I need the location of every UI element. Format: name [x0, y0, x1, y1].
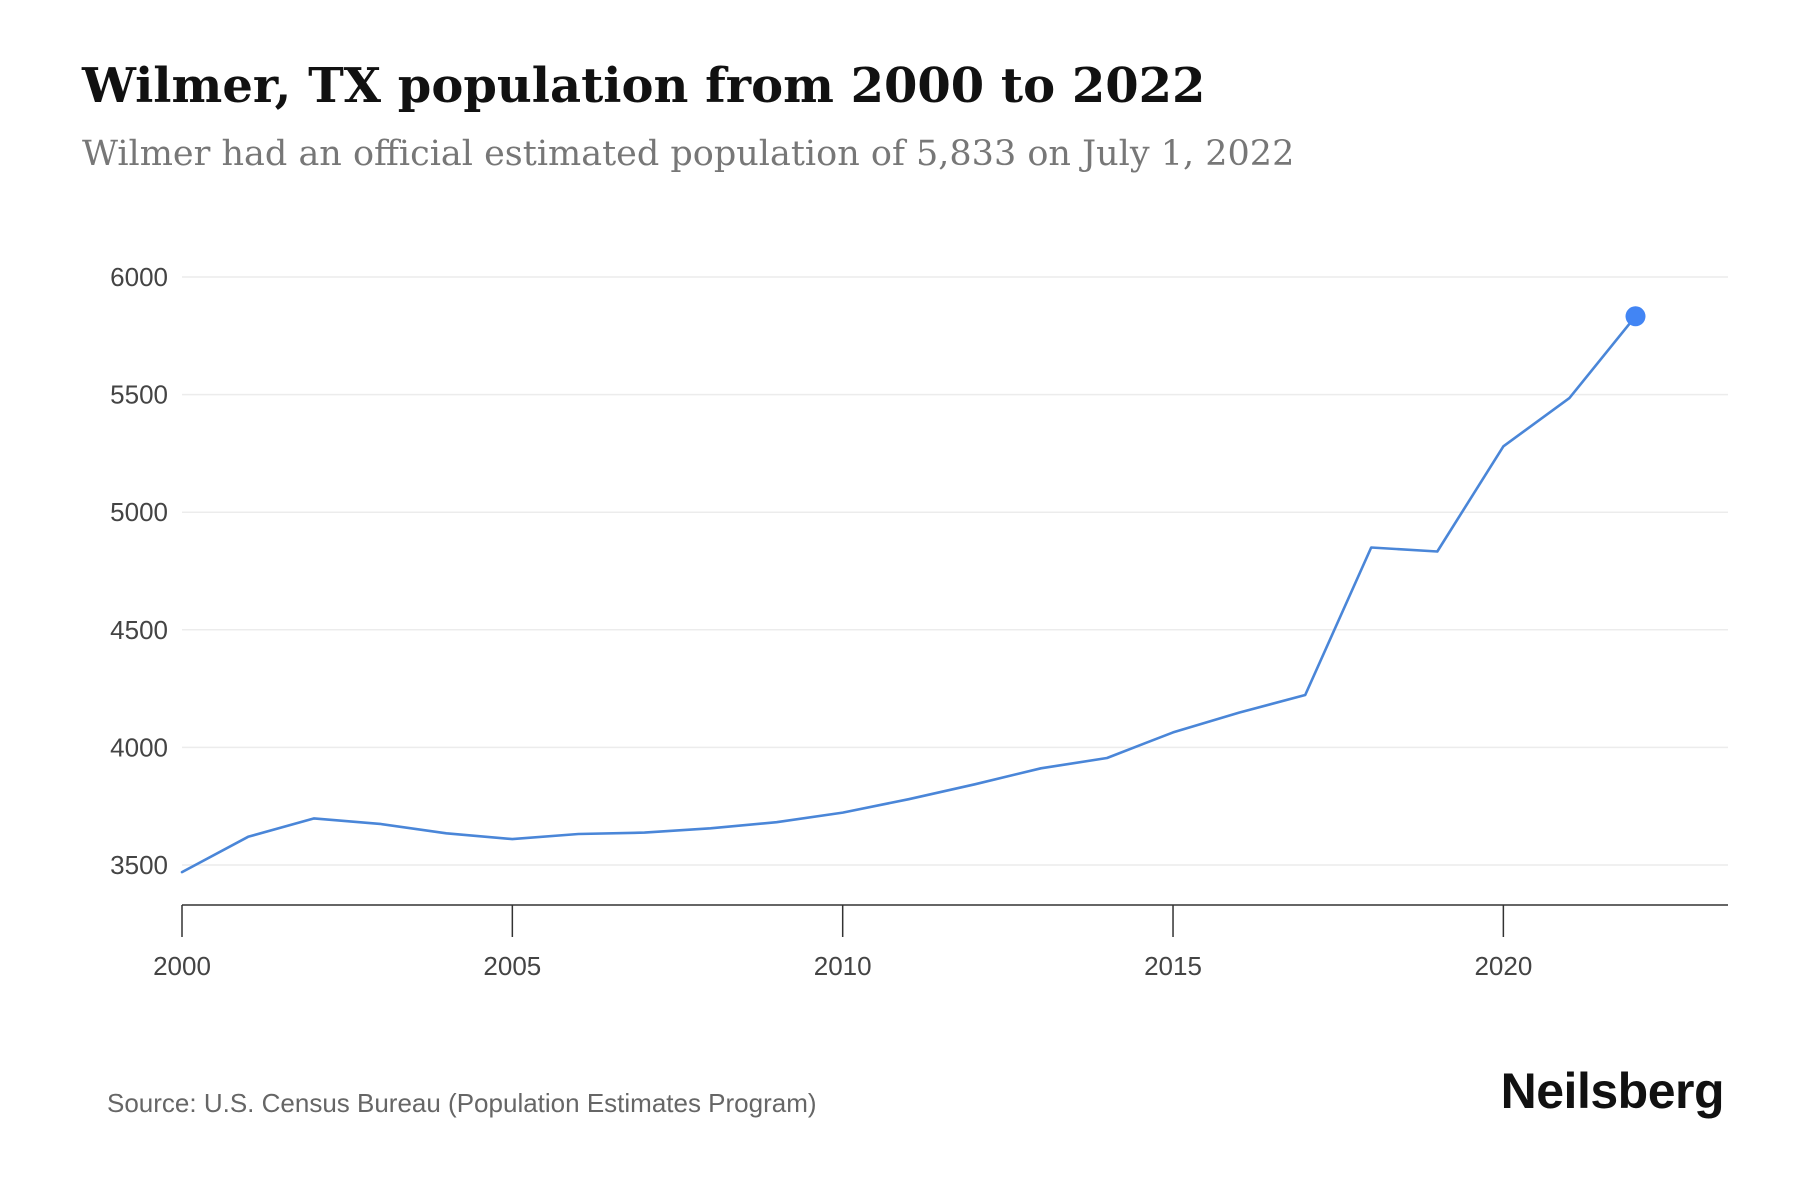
x-tick-label: 2005: [483, 951, 541, 981]
chart-title: Wilmer, TX population from 2000 to 2022: [82, 58, 1206, 114]
brand-logo: Neilsberg: [1500, 1063, 1725, 1119]
y-tick-label: 3500: [110, 850, 168, 880]
y-tick-label: 6000: [110, 262, 168, 292]
x-tick-label: 2010: [814, 951, 872, 981]
population-series-line: [180, 314, 1637, 874]
x-tick-label: 2020: [1474, 951, 1532, 981]
chart-subtitle: Wilmer had an official estimated populat…: [82, 134, 1295, 174]
y-tick-label: 4000: [110, 732, 168, 762]
x-tick-label: 2015: [1144, 951, 1202, 981]
y-tick-label: 4500: [110, 615, 168, 645]
y-tick-label: 5000: [110, 497, 168, 527]
source-note: Source: U.S. Census Bureau (Population E…: [107, 1088, 817, 1118]
last-point-marker: [1625, 306, 1646, 327]
x-tick-label: 2000: [153, 951, 211, 981]
y-tick-label: 5500: [110, 380, 168, 410]
